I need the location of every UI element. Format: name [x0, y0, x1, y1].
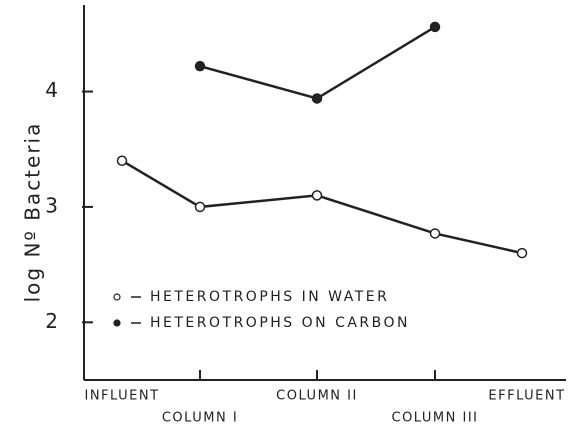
legend-label: HETEROTROPHS ON CARBON: [150, 315, 410, 331]
legend-marker: [113, 293, 121, 301]
x-tick-label: COLUMN III: [392, 411, 479, 426]
legend-label: HETEROTROPHS IN WATER: [150, 289, 389, 305]
x-tick-label: COLUMN I: [162, 411, 238, 426]
data-point: [194, 201, 206, 213]
data-point: [311, 93, 323, 104]
y-axis-label: log Nº Bacteria: [21, 122, 45, 303]
series-line: [199, 25, 436, 100]
data-point: [429, 228, 441, 239]
y-tick-label: 2: [45, 309, 58, 333]
series-line: [121, 159, 523, 255]
data-point: [194, 60, 206, 72]
data-point: [516, 247, 528, 259]
x-tick-label: INFLUENT: [84, 389, 159, 404]
x-tick-label: EFFLUENT: [488, 389, 565, 404]
data-point: [311, 190, 323, 201]
y-tick-label: 3: [45, 193, 58, 217]
y-tick-label: 4: [45, 78, 58, 102]
x-tick-label: COLUMN II: [276, 389, 358, 404]
legend-marker: [113, 319, 121, 327]
data-point: [429, 21, 441, 33]
data-point: [116, 155, 128, 167]
